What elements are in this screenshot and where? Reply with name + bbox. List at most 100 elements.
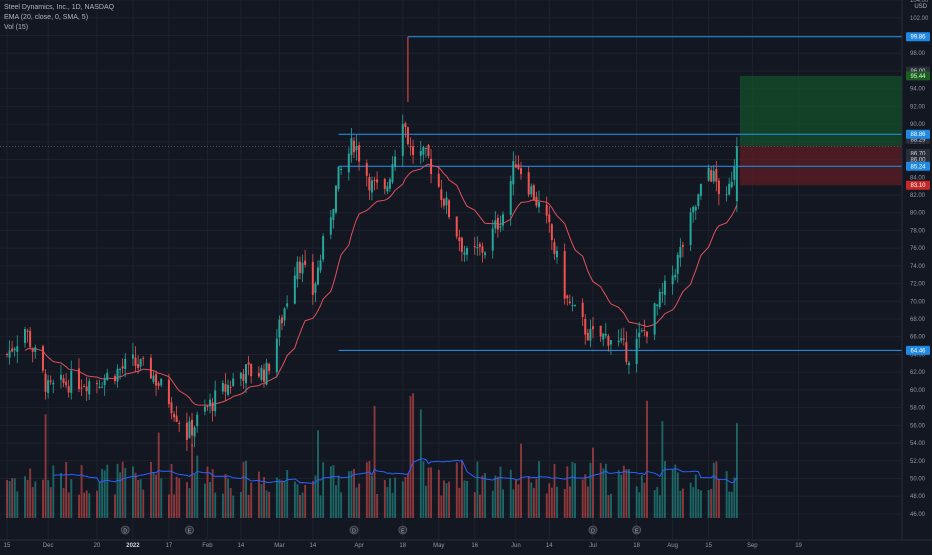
volume-bar — [121, 461, 124, 518]
volume-bar — [412, 393, 415, 518]
candle-body — [674, 274, 677, 278]
candle-body — [67, 386, 70, 393]
currency-label: USD — [914, 4, 927, 10]
candle-body — [157, 383, 160, 386]
volume-bar — [694, 474, 697, 518]
volume-bar — [646, 400, 648, 518]
candle-body — [167, 379, 170, 405]
candle-body — [571, 305, 574, 307]
volume-bar — [16, 491, 19, 518]
volume-bar — [227, 478, 230, 518]
price-tick-label: 104.00 — [910, 0, 929, 4]
time-tick-label: Feb — [202, 543, 213, 549]
candle-body — [635, 338, 638, 364]
symbol-title[interactable]: Steel Dynamics, Inc., 1D, NASDAQ — [4, 4, 115, 11]
event-marker-letter: E — [188, 528, 192, 534]
volume-bar — [728, 491, 731, 518]
volume-bar — [419, 409, 422, 518]
candle-body — [49, 380, 52, 382]
volume-bar — [304, 484, 307, 518]
volume-bar — [383, 480, 386, 518]
volume-bar — [214, 492, 217, 518]
volume-indicator-label[interactable]: Vol (15) — [4, 24, 29, 31]
candle-body — [455, 216, 458, 237]
volume-bar — [589, 462, 592, 518]
candle-body — [185, 422, 188, 440]
event-marker-letter: D — [123, 528, 127, 534]
price-tick-label: 54.00 — [910, 441, 926, 447]
volume-bar — [355, 487, 358, 518]
volume-bar — [620, 474, 623, 518]
candle-body — [316, 267, 319, 285]
volume-bar — [263, 477, 265, 518]
volume-bar — [635, 486, 638, 518]
candle-body — [627, 362, 630, 366]
volume-bar — [337, 475, 340, 518]
volume-bar — [548, 483, 551, 518]
volume-bar — [707, 489, 710, 518]
volume-bar — [368, 461, 371, 518]
candle-body — [139, 358, 142, 367]
volume-bar — [44, 414, 47, 518]
volume-bar — [191, 444, 194, 518]
volume-bar — [717, 479, 720, 518]
volume-bar — [481, 475, 484, 518]
candle-body — [532, 185, 535, 201]
target-zone — [739, 75, 902, 147]
candle-body — [347, 153, 350, 173]
event-marker-letter: E — [635, 528, 639, 534]
candle-body — [437, 173, 440, 187]
candle-body — [88, 381, 91, 395]
candle-body — [553, 242, 556, 254]
time-tick-label: 15 — [4, 543, 11, 549]
volume-bar — [661, 421, 664, 518]
volume-bar — [445, 483, 448, 518]
candle-body — [535, 196, 538, 206]
candle-body — [412, 146, 415, 156]
candle-body — [604, 333, 607, 336]
volume-bar — [358, 483, 361, 518]
candle-body — [589, 328, 592, 341]
volume-bar — [425, 485, 427, 518]
candle-body — [365, 163, 368, 176]
candle-body — [142, 357, 145, 359]
candle-body — [717, 180, 720, 194]
volume-bar — [178, 478, 181, 518]
stop-zone — [739, 146, 902, 186]
time-tick-label: 17 — [166, 543, 173, 549]
volume-bar — [538, 461, 540, 518]
candle-body — [152, 375, 155, 382]
volume-bar — [638, 492, 641, 518]
volume-bar — [335, 485, 337, 518]
candle-body — [26, 330, 29, 332]
volume-bar — [532, 488, 535, 518]
volume-bar — [150, 461, 152, 518]
volume-bar — [31, 487, 34, 518]
volume-bar — [353, 468, 355, 518]
volume-bar — [96, 490, 98, 518]
volume-bar — [42, 479, 44, 518]
candle-body — [337, 166, 340, 189]
candle-body — [23, 329, 26, 343]
candle-body — [537, 202, 540, 208]
candle-body — [586, 332, 589, 341]
candle-body — [191, 419, 194, 436]
candle-body — [661, 292, 664, 294]
event-marker — [588, 525, 598, 535]
candle-body — [643, 329, 646, 331]
price-tick-label: 56.00 — [910, 423, 926, 429]
volume-bar — [581, 479, 584, 518]
volume-bar — [610, 493, 612, 518]
ema-indicator-label[interactable]: EMA (20, close, 0, SMA, 5) — [4, 14, 89, 21]
candle-body — [599, 325, 602, 337]
volume-bar — [119, 472, 122, 518]
volume-bar — [674, 464, 677, 518]
candle-body — [350, 138, 353, 156]
volume-bar — [139, 479, 142, 518]
volume-bar — [622, 465, 625, 518]
volume-bar — [221, 493, 224, 518]
candle-body — [265, 362, 268, 385]
candle-body — [311, 261, 314, 295]
